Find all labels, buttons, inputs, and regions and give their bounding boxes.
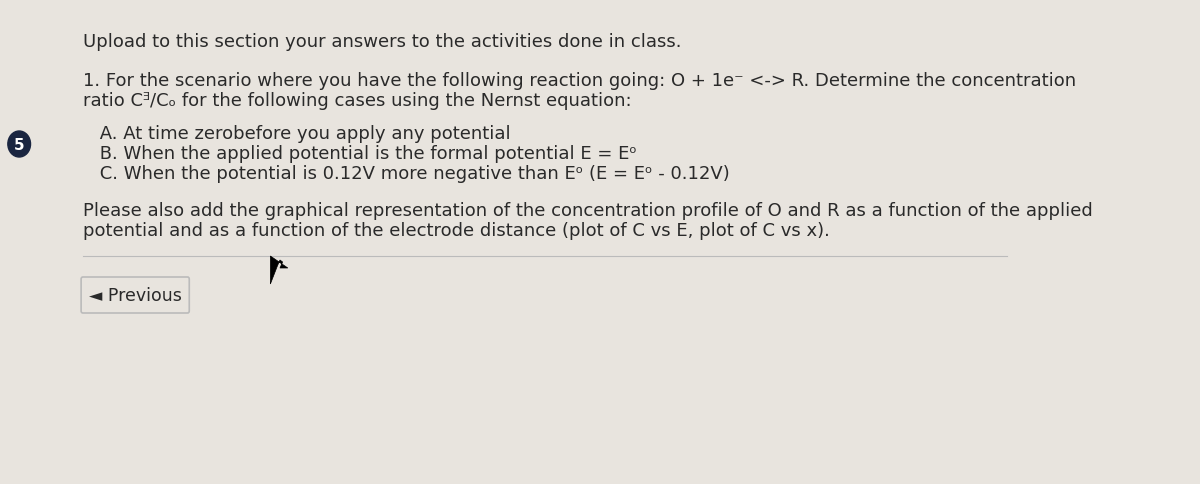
Text: potential and as a function of the electrode distance (plot of C vs E, plot of C: potential and as a function of the elect…: [83, 222, 829, 240]
Text: Upload to this section your answers to the activities done in class.: Upload to this section your answers to t…: [83, 33, 682, 51]
Text: 1. For the scenario where you have the following reaction going: O + 1e⁻ <-> R. : 1. For the scenario where you have the f…: [83, 72, 1076, 90]
Circle shape: [8, 132, 30, 158]
Text: Please also add the graphical representation of the concentration profile of O a: Please also add the graphical representa…: [83, 201, 1093, 220]
Text: B. When the applied potential is the formal potential E = Eᵒ: B. When the applied potential is the for…: [94, 145, 637, 163]
FancyBboxPatch shape: [82, 277, 190, 313]
Polygon shape: [270, 257, 288, 285]
Text: 5: 5: [14, 137, 24, 152]
Text: A. At time zerobefore you apply any potential: A. At time zerobefore you apply any pote…: [94, 125, 511, 143]
Text: C. When the potential is 0.12V more negative than Eᵒ (E = Eᵒ - 0.12V): C. When the potential is 0.12V more nega…: [94, 165, 730, 182]
Text: ◄ Previous: ◄ Previous: [89, 287, 181, 304]
Text: ratio Cᴲ/Cₒ for the following cases using the Nernst equation:: ratio Cᴲ/Cₒ for the following cases usin…: [83, 92, 631, 110]
